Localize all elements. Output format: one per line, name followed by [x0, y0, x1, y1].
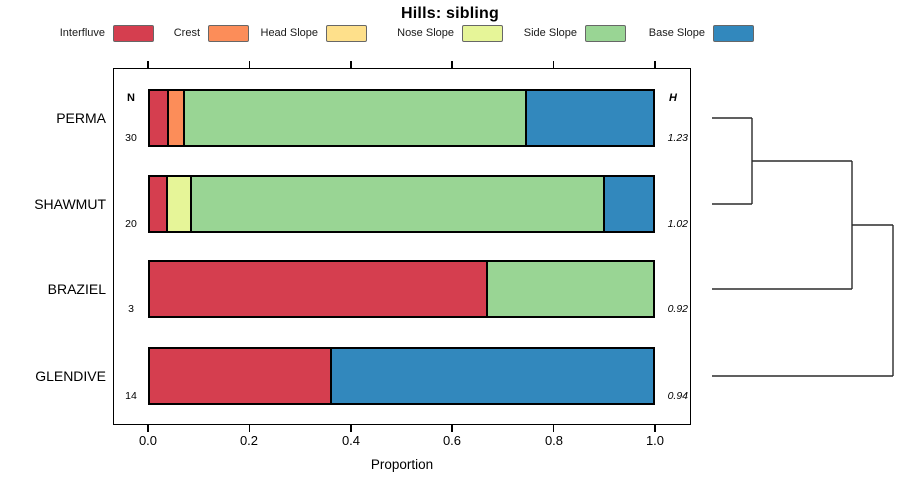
row-label-braziel: BRAZIEL [47, 281, 106, 297]
bar-segment-base-slope [524, 91, 653, 145]
legend-item-side-slope: Side Slope [455, 24, 626, 42]
x-tick-label: 0.0 [138, 433, 158, 448]
h-value-braziel: 0.92 [667, 303, 688, 315]
h-value-perma: 1.23 [667, 132, 688, 144]
legend-label: Crest [173, 27, 200, 39]
h-value-shawmut: 1.02 [667, 218, 688, 230]
axis-tick [451, 425, 453, 432]
bar-perma [148, 89, 655, 147]
axis-tick [147, 425, 149, 432]
axis-tick [248, 425, 251, 432]
legend-label: Nose Slope [397, 27, 454, 39]
legend-label: Head Slope [260, 27, 319, 39]
bar-segment-interfluve [150, 91, 167, 145]
axis-tick [350, 425, 352, 432]
bar-segment-side-slope [189, 177, 603, 231]
legend-swatch-head-slope [326, 24, 367, 42]
n-value-shawmut: 20 [125, 218, 137, 230]
legend-item-head-slope: Head Slope [196, 24, 367, 42]
legend-item-base-slope: Base Slope [583, 24, 754, 42]
bar-segment-base-slope [329, 349, 653, 403]
axis-tick [350, 61, 352, 68]
n-value-perma: 30 [125, 132, 137, 144]
axis-tick [147, 61, 149, 68]
bar-glendive [148, 347, 655, 405]
x-tick-label: 0.8 [544, 433, 564, 448]
bar-segment-crest [166, 91, 183, 145]
bar-segment-interfluve [150, 177, 166, 231]
bar-braziel [148, 260, 655, 318]
legend-swatch-side-slope [585, 24, 626, 42]
axis-tick [552, 61, 555, 68]
axis-tick [248, 61, 251, 68]
bar-segment-side-slope [182, 91, 525, 145]
n-value-glendive: 14 [125, 390, 137, 402]
legend-label: Interfluve [59, 27, 105, 39]
legend-swatch-base-slope [713, 24, 754, 42]
x-axis-title: Proportion [370, 457, 434, 472]
x-tick-label: 0.6 [442, 433, 462, 448]
legend-item-interfluve: Interfluve [0, 24, 154, 42]
bar-segment-interfluve [150, 349, 330, 403]
row-label-shawmut: SHAWMUT [34, 196, 106, 212]
axis-tick [654, 61, 656, 68]
bar-segment-interfluve [150, 262, 486, 316]
legend-label: Side Slope [523, 27, 577, 39]
h-value-glendive: 0.94 [667, 390, 688, 402]
legend-item-crest: Crest [78, 24, 249, 42]
legend-swatch-nose-slope [462, 24, 503, 42]
legend-swatch-interfluve [113, 24, 154, 42]
axis-tick [552, 425, 555, 432]
h-column-header: H [669, 92, 677, 104]
bar-segment-nose-slope [165, 177, 190, 231]
legend-swatch-crest [208, 24, 249, 42]
x-tick-label: 1.0 [645, 433, 665, 448]
chart-title: Hills: sibling [401, 5, 499, 22]
row-label-perma: PERMA [56, 110, 106, 126]
n-column-header: N [127, 92, 135, 104]
bar-shawmut [148, 175, 655, 233]
bar-segment-side-slope [485, 262, 653, 316]
bar-segment-base-slope [602, 177, 653, 231]
x-tick-label: 0.4 [341, 433, 361, 448]
x-tick-label: 0.2 [239, 433, 259, 448]
legend-label: Base Slope [648, 27, 705, 39]
row-label-glendive: GLENDIVE [35, 368, 106, 384]
n-value-braziel: 3 [128, 303, 134, 315]
legend-item-nose-slope: Nose Slope [332, 24, 503, 42]
axis-tick [654, 425, 656, 432]
axis-tick [451, 61, 453, 68]
